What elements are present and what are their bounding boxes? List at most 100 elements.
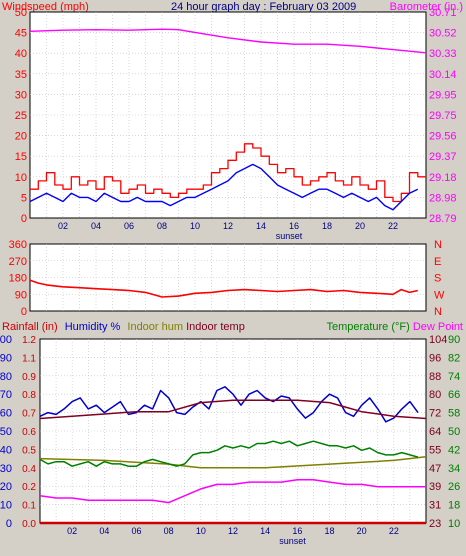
y-tick-label: 0 xyxy=(21,306,27,318)
sunset-label: sunset xyxy=(279,536,306,546)
y-tick-label: 270 xyxy=(9,256,27,268)
x-tick-label: 14 xyxy=(260,526,270,536)
wind-barometer-panel: 02 04 06 08 10 12 14 16 18 20 22 sunset 0 5 10 15 20 25 30… xyxy=(15,7,457,241)
chart-title: 24 hour graph day : February 03 2009 xyxy=(171,1,356,13)
y-tick-label: 47 xyxy=(429,463,441,475)
y-tick-label: 10 xyxy=(448,518,460,530)
windspeed-axis-label: Windspeed (mph) xyxy=(2,1,89,13)
x-tick-label: 22 xyxy=(389,526,399,536)
series-line-windspeed-mph xyxy=(30,143,426,203)
panel3-right-labels: Temperature (°F) Dew Point xyxy=(327,321,463,333)
y-tick-label: 30.52 xyxy=(429,28,457,40)
series-line-indoor-hum xyxy=(39,456,427,469)
y-tick-label: 39 xyxy=(429,481,441,493)
y-tick-label: 28.98 xyxy=(429,192,457,204)
y-tick-label: 70 xyxy=(0,389,12,401)
y-tick-label: 72 xyxy=(429,408,441,420)
x-tick-label: 22 xyxy=(388,221,398,231)
y-tick-label: 28.79 xyxy=(429,213,457,225)
x-tick-label: 02 xyxy=(58,221,68,231)
y-tick-label: 55 xyxy=(429,444,441,456)
y-tick-label: 1.1 xyxy=(22,353,36,364)
y-tick-label: 25 xyxy=(15,110,27,122)
barometer-axis-label: Barometer (in.) xyxy=(390,1,463,13)
y-tick-label: 20 xyxy=(0,481,12,493)
y-tick-label: 50 xyxy=(448,426,460,438)
dew-point-axis-label: Dew Point xyxy=(413,321,463,333)
y-tick-label: 20 xyxy=(15,131,27,143)
y-tick-label: 0.5 xyxy=(22,445,36,456)
y-tick-label: 29.75 xyxy=(429,110,457,122)
humidity-temperature-panel: 02 04 06 08 10 12 14 16 18 20 22 sunset 0 10 20 30 40 50 6… xyxy=(0,334,460,546)
y-tick-label: 23 xyxy=(429,518,441,530)
x-tick-label: 06 xyxy=(131,526,141,536)
y-tick-label: S xyxy=(434,273,441,285)
x-tick-label: 08 xyxy=(164,526,174,536)
y-tick-label: 90 xyxy=(0,352,12,364)
y-tick-label: 29.95 xyxy=(429,89,457,101)
y-tick-label: 30 xyxy=(15,89,27,101)
y-tick-label: 40 xyxy=(0,444,12,456)
x-tick-label: 08 xyxy=(157,221,167,231)
y-tick-label: 10 xyxy=(0,500,12,512)
x-tick-label: 04 xyxy=(99,526,109,536)
y-tick-label: 0.4 xyxy=(22,464,36,475)
y-tick-label: 64 xyxy=(429,426,441,438)
x-tick-label: 04 xyxy=(91,221,101,231)
y-tick-label: 5 xyxy=(21,192,27,204)
y-tick-label: 360 xyxy=(9,239,27,251)
y-tick-label: 180 xyxy=(9,273,27,285)
series-line-temperature-f xyxy=(39,440,419,467)
y-tick-label: 26 xyxy=(448,481,460,493)
series-line-indoor-temp xyxy=(39,399,427,420)
x-tick-label: 12 xyxy=(228,526,238,536)
y-tick-label: 0 xyxy=(21,213,27,225)
temperature-axis-label: Temperature (°F) xyxy=(327,321,410,333)
x-tick-label: 10 xyxy=(196,526,206,536)
y-tick-label: 88 xyxy=(429,371,441,383)
y-tick-label: 29.37 xyxy=(429,151,457,163)
y-tick-label: 1.2 xyxy=(22,335,36,346)
y-tick-label: 60 xyxy=(0,408,12,420)
y-tick-label: 10 xyxy=(15,172,27,184)
y-tick-label: 0.8 xyxy=(22,390,36,401)
y-tick-label: 34 xyxy=(448,463,460,475)
y-tick-label: 0.7 xyxy=(22,409,36,420)
series-line-wind-average xyxy=(29,163,419,211)
y-tick-label: 0.0 xyxy=(22,519,36,530)
y-tick-label: 31 xyxy=(429,500,441,512)
y-tick-label: 58 xyxy=(448,408,460,420)
x-tick-label: 20 xyxy=(357,526,367,536)
y-tick-label: 0 xyxy=(6,518,12,530)
series-line-humidity xyxy=(39,386,419,423)
x-tick-label: 10 xyxy=(190,221,200,231)
y-tick-label: 30.33 xyxy=(429,48,457,60)
y-tick-label: 35 xyxy=(15,69,27,81)
y-tick-label: 100 xyxy=(0,334,12,346)
y-tick-label: 29.56 xyxy=(429,131,457,143)
y-tick-label: 0.1 xyxy=(22,501,36,512)
y-tick-label: 30.71 xyxy=(429,7,457,19)
x-tick-label: 20 xyxy=(355,221,365,231)
y-tick-label: 30.14 xyxy=(429,69,457,81)
y-tick-label: 29.18 xyxy=(429,172,457,184)
y-tick-label: E xyxy=(434,256,441,268)
y-tick-label: 96 xyxy=(429,352,441,364)
x-tick-label: 18 xyxy=(324,526,334,536)
indoor-hum-axis-label: Indoor hum xyxy=(127,321,183,333)
y-tick-label: 45 xyxy=(15,28,27,40)
y-tick-label: 50 xyxy=(15,7,27,19)
panel3-left-labels: Rainfall (in) Humidity % Indoor hum Indo… xyxy=(2,321,245,333)
humidity-axis-label: Humidity % xyxy=(65,321,121,333)
y-tick-label: 42 xyxy=(448,444,460,456)
y-tick-label: 66 xyxy=(448,389,460,401)
y-tick-label: 0.2 xyxy=(22,482,36,493)
x-tick-label: 12 xyxy=(223,221,233,231)
x-tick-label: 14 xyxy=(256,221,266,231)
series-line-barometer-in xyxy=(29,28,427,54)
y-tick-label: 0.6 xyxy=(22,427,36,438)
rainfall-axis-label: Rainfall (in) xyxy=(2,321,58,333)
y-tick-label: 90 xyxy=(15,289,27,301)
